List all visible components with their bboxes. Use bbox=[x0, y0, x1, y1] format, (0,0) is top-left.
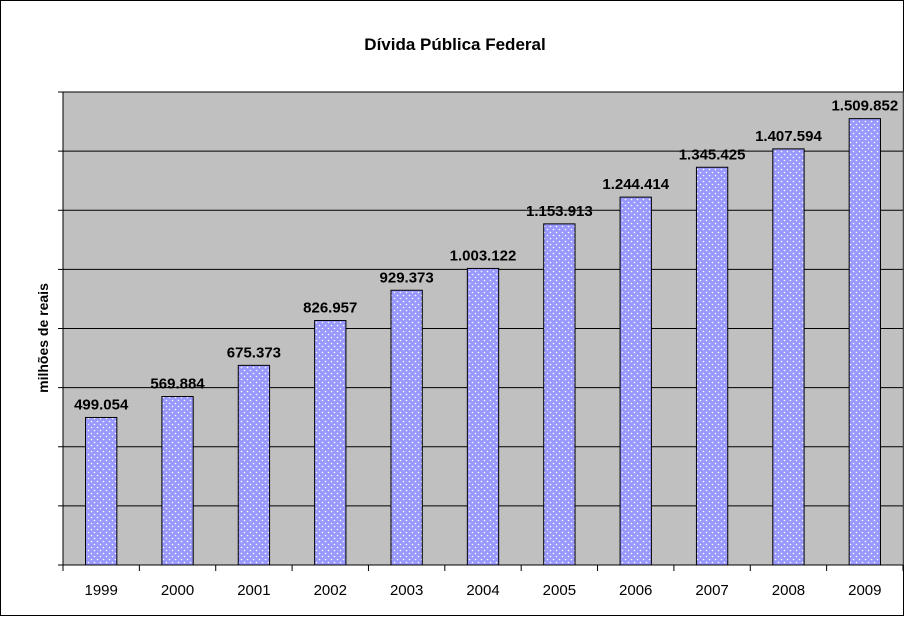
bar bbox=[543, 223, 576, 566]
x-tick-label: 2004 bbox=[466, 582, 499, 599]
data-label: 675.373 bbox=[227, 344, 281, 361]
chart-title: Dívida Pública Federal bbox=[364, 35, 545, 54]
bar bbox=[695, 166, 729, 566]
x-tick-label: 2006 bbox=[619, 582, 652, 599]
x-tick-label: 2009 bbox=[848, 582, 881, 599]
data-label: 569.884 bbox=[150, 376, 205, 393]
data-label: 1.407.594 bbox=[755, 128, 822, 145]
x-axis: 1999 2000 2001 2002 2003 2004 2005 2006 2007 2008… bbox=[62, 564, 904, 599]
data-label: 1.509.852 bbox=[831, 98, 898, 115]
bar bbox=[237, 364, 271, 566]
data-label: 1.244.414 bbox=[602, 176, 669, 193]
bar bbox=[161, 396, 194, 566]
x-tick-label: 2002 bbox=[314, 582, 347, 599]
y-axis-label: milhões de reais bbox=[35, 283, 51, 393]
bar bbox=[848, 118, 881, 566]
x-tick-label: 2005 bbox=[543, 582, 576, 599]
data-label: 929.373 bbox=[380, 269, 434, 286]
x-tick-label: 2000 bbox=[161, 582, 194, 599]
x-tick-label: 2008 bbox=[772, 582, 805, 599]
data-label: 826.957 bbox=[303, 300, 357, 317]
bar bbox=[85, 416, 118, 566]
x-tick-label: 2007 bbox=[695, 582, 728, 599]
data-label: 1.003.122 bbox=[450, 247, 517, 264]
bar bbox=[466, 267, 500, 566]
data-label: 499.054 bbox=[74, 396, 129, 413]
bar bbox=[772, 148, 805, 566]
bars bbox=[85, 118, 881, 566]
data-label: 1.153.913 bbox=[526, 203, 593, 220]
data-labels: 499.054 569.884 675.373 826.957 929.373 1.003… bbox=[74, 98, 898, 414]
x-tick-label: 1999 bbox=[84, 582, 117, 599]
bar bbox=[619, 196, 652, 566]
y-axis bbox=[58, 91, 64, 566]
x-tick-label: 2001 bbox=[237, 582, 270, 599]
x-tick-label: 2003 bbox=[390, 582, 423, 599]
data-label: 1.345.425 bbox=[679, 146, 746, 163]
bar bbox=[390, 289, 423, 566]
bar bbox=[314, 320, 347, 566]
